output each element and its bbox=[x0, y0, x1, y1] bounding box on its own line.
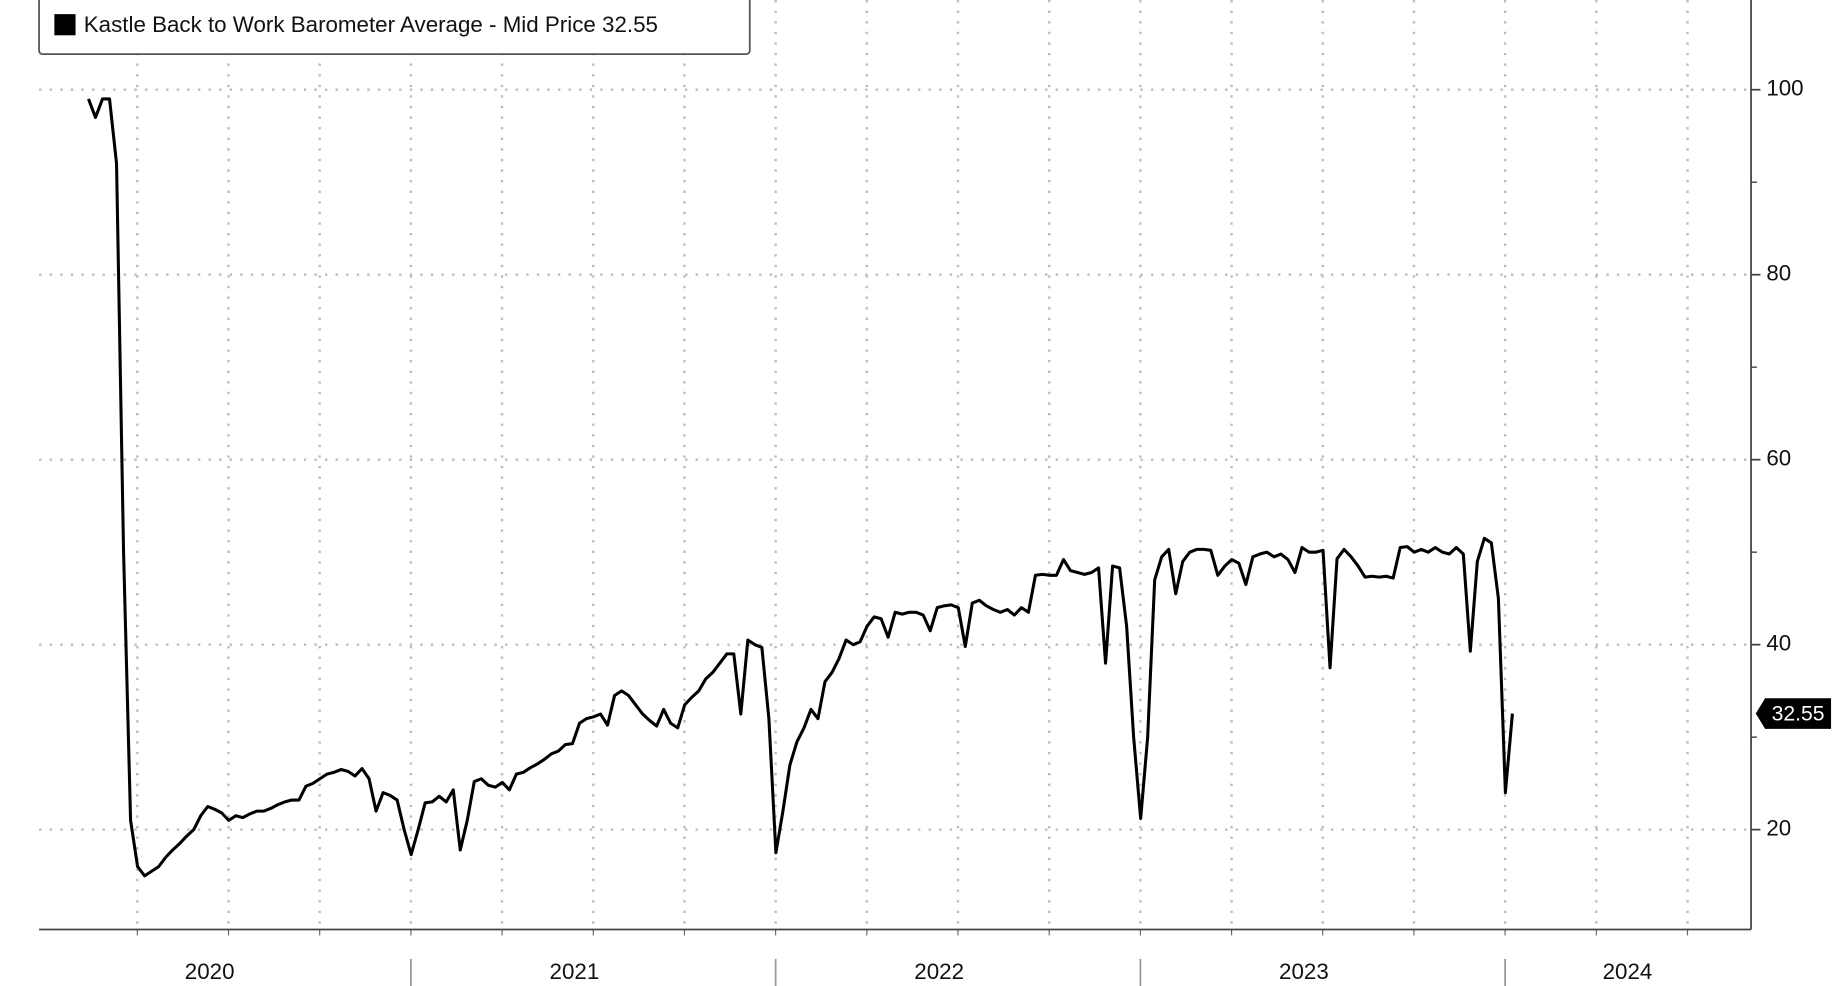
legend: Kastle Back to Work Barometer Average - … bbox=[38, 0, 751, 56]
series-line bbox=[87, 97, 1514, 878]
last-value-tag bbox=[1755, 698, 1832, 729]
x-tick-label: 2021 bbox=[550, 959, 600, 984]
legend-series-name: Kastle Back to Work Barometer Average - … bbox=[84, 12, 596, 37]
x-tick-label: 2022 bbox=[914, 959, 964, 984]
y-tick-label: 100 bbox=[1766, 76, 1803, 101]
legend-swatch bbox=[54, 14, 76, 36]
legend-box bbox=[38, 0, 751, 56]
y-tick-label: 80 bbox=[1766, 261, 1791, 286]
y-tick-label: 40 bbox=[1766, 631, 1791, 656]
x-tick-label: 2024 bbox=[1603, 959, 1653, 984]
y-tick-label: 60 bbox=[1766, 446, 1791, 471]
x-tick-label: 2023 bbox=[1279, 959, 1329, 984]
legend-label: Kastle Back to Work Barometer Average - … bbox=[84, 12, 658, 37]
legend-last-value: 32.55 bbox=[602, 12, 658, 37]
y-tick-label: 20 bbox=[1766, 816, 1791, 841]
last-value-label: 32.55 bbox=[1772, 702, 1825, 725]
x-tick-label: 2020 bbox=[185, 959, 235, 984]
